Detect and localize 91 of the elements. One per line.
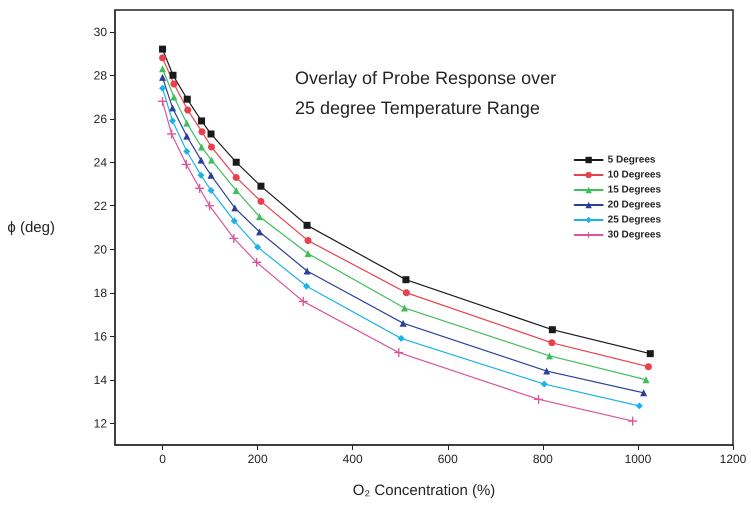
- y-axis-title: ϕ (deg): [7, 219, 55, 236]
- point: [256, 228, 264, 236]
- x-tick-label: 400: [342, 452, 364, 466]
- point: [158, 96, 168, 106]
- point: [169, 104, 176, 112]
- text: Overlay of Probe Response over 25 degree Temperature Range: [295, 68, 556, 118]
- y-tick-label: 30: [94, 24, 108, 39]
- legend-label: 15 Degrees: [608, 184, 662, 196]
- point: [170, 80, 178, 88]
- point: [169, 72, 176, 79]
- point: [182, 160, 191, 169]
- x-tick-label: 200: [248, 452, 268, 466]
- legend-label: 25 Degrees: [608, 214, 662, 226]
- y-tick-label: 24: [94, 155, 108, 170]
- x-tick-label: 1000: [624, 452, 652, 466]
- point: [636, 402, 643, 410]
- point: [400, 320, 407, 327]
- point: [642, 376, 650, 384]
- point: [183, 148, 190, 155]
- point: [540, 380, 548, 388]
- x-tick-label: 0: [159, 452, 166, 466]
- point: [159, 46, 166, 53]
- point: [304, 237, 312, 244]
- legend-label: 30 Degrees: [608, 230, 662, 240]
- point: [231, 204, 238, 212]
- point: [195, 184, 204, 193]
- point: [394, 348, 404, 358]
- point: [159, 84, 166, 92]
- point: [646, 350, 654, 358]
- point: [232, 187, 240, 194]
- point: [252, 258, 262, 267]
- y-tick-label: 18: [94, 286, 108, 300]
- point: [169, 117, 176, 124]
- point: [232, 174, 240, 181]
- point: [398, 334, 405, 342]
- legend-label: 20 Degrees: [608, 200, 662, 210]
- point: [205, 201, 214, 210]
- y-tick-label: 20: [94, 242, 108, 256]
- point: [159, 74, 166, 81]
- x-tick-label: 800: [532, 452, 554, 466]
- legend-label: 10 Degrees: [608, 170, 662, 180]
- point: [198, 117, 206, 124]
- y-tick-label: 16: [94, 329, 108, 344]
- x-tick-label: 600: [438, 452, 458, 466]
- point: [208, 172, 215, 179]
- point: [256, 213, 264, 220]
- point: [184, 106, 192, 114]
- point: [628, 416, 638, 426]
- y-tick-label: 28: [94, 68, 108, 82]
- point: [159, 65, 166, 72]
- point: [198, 128, 206, 136]
- x-axis-title: O₂ Concentration (%): [352, 482, 496, 499]
- point: [208, 144, 216, 151]
- point: [304, 268, 311, 274]
- point: [543, 368, 550, 375]
- point: [183, 132, 190, 140]
- y-tick-label: 12: [94, 416, 108, 430]
- point: [198, 144, 206, 151]
- point: [546, 352, 553, 360]
- y-tick-label: 22: [94, 198, 108, 213]
- point: [304, 250, 312, 258]
- point: [402, 276, 410, 284]
- point: [401, 304, 408, 312]
- point: [548, 326, 556, 334]
- point: [232, 158, 240, 166]
- point: [644, 363, 652, 370]
- legend-label: 5 Degrees: [608, 154, 656, 166]
- y-tick-label: 14: [94, 372, 108, 387]
- point: [208, 156, 216, 164]
- point: [254, 244, 262, 251]
- point: [304, 222, 311, 229]
- point: [298, 296, 308, 306]
- point: [184, 96, 191, 103]
- point: [303, 282, 310, 290]
- point: [198, 172, 205, 179]
- point: [198, 156, 205, 164]
- point: [208, 187, 215, 194]
- y-tick-label: 26: [94, 112, 108, 126]
- point: [159, 54, 166, 62]
- point: [183, 120, 190, 127]
- x-tick-label: 1200: [720, 452, 747, 466]
- point: [548, 339, 556, 346]
- point: [640, 389, 648, 396]
- point: [170, 94, 178, 100]
- point: [229, 234, 238, 243]
- point: [402, 289, 410, 296]
- point: [534, 394, 544, 404]
- point: [230, 217, 238, 224]
- point: [257, 198, 264, 205]
- point: [208, 130, 215, 138]
- point: [257, 182, 264, 190]
